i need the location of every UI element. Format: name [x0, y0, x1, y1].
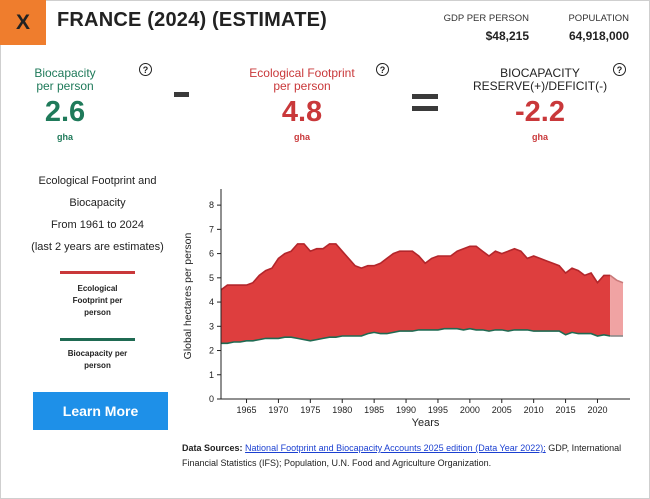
reserve-label-2: RESERVE(+)/DEFICIT(-) — [472, 79, 608, 93]
x-tick-label: 1975 — [300, 405, 320, 415]
legend-footprint-swatch — [60, 271, 135, 274]
biocapacity-metric: Biocapacity per person 2.6 gha — [15, 66, 115, 143]
y-tick-label: 0 — [209, 394, 214, 404]
x-tick-label: 2015 — [556, 405, 576, 415]
biocapacity-help-icon[interactable]: ? — [139, 63, 152, 76]
footprint-line-estimate — [609, 274, 624, 284]
sources-link[interactable]: National Footprint and Biocapacity Accou… — [245, 443, 546, 453]
biocapacity-unit: gha — [56, 132, 73, 142]
population-label: POPULATION — [568, 13, 629, 24]
reserve-help-icon[interactable]: ? — [613, 63, 626, 76]
footprint-unit: gha — [293, 132, 310, 142]
reserve-value: -2.2 — [515, 96, 565, 128]
x-tick-label: 1965 — [237, 405, 257, 415]
legend-biocapacity-label: Biocapacity per person — [50, 348, 145, 372]
deficit-area — [221, 243, 611, 344]
equals-operator-icon — [412, 94, 438, 99]
legend-biocapacity-line-2: person — [84, 361, 111, 370]
x-tick-label: 1980 — [332, 405, 352, 415]
x-tick-label: 1990 — [396, 405, 416, 415]
y-tick-label: 3 — [209, 321, 214, 331]
legend-footprint-label: Ecological Footprint per person — [50, 283, 145, 319]
sources-label: Data Sources: — [182, 443, 243, 453]
chart-description: Ecological Footprint and Biocapacity Fro… — [25, 170, 170, 258]
y-tick-label: 8 — [209, 200, 214, 210]
description-line-2: Biocapacity — [69, 197, 126, 209]
footprint-label-2: per person — [273, 79, 331, 93]
deficit-area-estimate — [610, 275, 623, 336]
y-tick-label: 6 — [209, 249, 214, 259]
gdp-value: $48,215 — [485, 29, 529, 43]
x-tick-label: 2010 — [524, 405, 544, 415]
y-tick-label: 7 — [209, 224, 214, 234]
learn-more-button[interactable]: Learn More — [33, 392, 168, 430]
footprint-label-1: Ecological Footprint — [249, 66, 355, 80]
footprint-help-icon[interactable]: ? — [376, 63, 389, 76]
x-tick-label: 2005 — [492, 405, 512, 415]
footprint-biocapacity-chart: 0 1 2 3 4 5 6 7 8 1965 1970 1975 1980 1985 1990 1995 200… — [182, 189, 630, 429]
data-sources: Data Sources: National Footprint and Bio… — [182, 441, 622, 471]
biocapacity-label-2: per person — [36, 79, 94, 93]
y-axis-label: Global hectares per person — [182, 233, 194, 360]
x-axis-label: Years — [412, 417, 440, 429]
description-line-4: (last 2 years are estimates) — [31, 241, 164, 253]
biocapacity-line — [221, 327, 611, 345]
page-title: FRANCE (2024) (ESTIMATE) — [57, 9, 328, 31]
reserve-unit: gha — [531, 132, 548, 142]
population-value: 64,918,000 — [568, 29, 629, 43]
reserve-metric: BIOCAPACITY RESERVE(+)/DEFICIT(-) -2.2 g… — [462, 66, 618, 143]
x-tick-label: 1985 — [364, 405, 384, 415]
x-tick-label: 2000 — [460, 405, 480, 415]
x-tick-label: 1995 — [428, 405, 448, 415]
sources-rest: GDP, International Financial Statistics … — [182, 443, 622, 468]
footprint-value: 4.8 — [281, 96, 323, 128]
biocapacity-value: 2.6 — [44, 96, 86, 128]
close-label: X — [15, 10, 30, 34]
legend-footprint-line-3: person — [84, 308, 111, 317]
x-tick-label: 2020 — [587, 405, 607, 415]
description-line-3: From 1961 to 2024 — [51, 219, 144, 231]
y-tick-label: 5 — [209, 273, 214, 283]
x-tick-label: 1970 — [268, 405, 288, 415]
minus-operator-icon — [174, 92, 189, 97]
legend-footprint-line-1: Ecological — [77, 284, 118, 293]
gdp-stat: GDP PER PERSON $48,215 — [444, 13, 529, 43]
close-button[interactable]: X — [0, 0, 46, 45]
legend-biocapacity-swatch — [60, 338, 135, 341]
gdp-label: GDP PER PERSON — [443, 13, 529, 24]
reserve-label-1: BIOCAPACITY — [500, 66, 580, 80]
biocapacity-label-1: Biocapacity — [34, 66, 96, 80]
description-line-1: Ecological Footprint and — [38, 175, 157, 187]
footprint-metric: Ecological Footprint per person 4.8 gha — [232, 66, 372, 143]
legend-biocapacity-line-1: Biocapacity per — [67, 349, 128, 358]
equals-operator-icon-bar — [412, 106, 438, 111]
population-stat: POPULATION 64,918,000 — [568, 13, 629, 43]
y-tick-label: 1 — [209, 370, 214, 380]
y-tick-label: 4 — [209, 297, 214, 307]
footprint-line — [220, 243, 611, 291]
legend-footprint-line-2: Footprint per — [72, 296, 123, 305]
y-tick-label: 2 — [209, 346, 214, 356]
